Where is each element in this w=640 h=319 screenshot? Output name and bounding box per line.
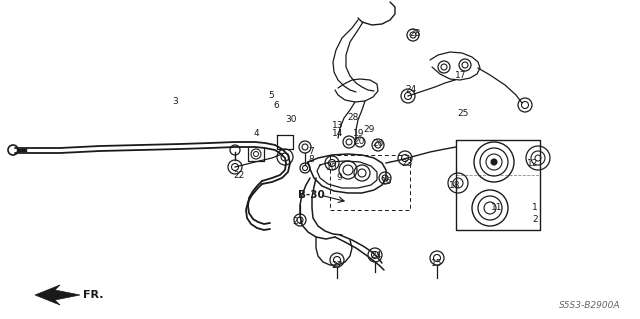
Text: FR.: FR. [83, 290, 104, 300]
Text: 22: 22 [234, 170, 244, 180]
Text: 7: 7 [308, 147, 314, 157]
Text: 15: 15 [431, 259, 443, 269]
Text: 5: 5 [268, 92, 274, 100]
Polygon shape [35, 285, 80, 305]
Text: 14: 14 [332, 130, 344, 138]
Text: 1: 1 [532, 204, 538, 212]
Text: 30: 30 [285, 115, 297, 123]
Text: 24: 24 [405, 85, 417, 94]
Text: 28: 28 [348, 113, 358, 122]
Text: 26: 26 [372, 138, 384, 147]
Text: 25: 25 [458, 108, 468, 117]
Text: 3: 3 [172, 98, 178, 107]
Text: S5S3-B2900A: S5S3-B2900A [559, 300, 620, 309]
Text: 20: 20 [353, 137, 365, 146]
Text: 23: 23 [401, 159, 413, 167]
Text: 4: 4 [253, 129, 259, 137]
Circle shape [491, 159, 497, 165]
Text: 24: 24 [371, 250, 381, 259]
Text: 8: 8 [308, 155, 314, 165]
Text: 19: 19 [353, 130, 365, 138]
Text: B-30: B-30 [298, 190, 324, 200]
Text: 17: 17 [455, 70, 467, 79]
Text: 27: 27 [332, 262, 342, 271]
Text: 16: 16 [381, 176, 393, 186]
Text: 9: 9 [336, 174, 342, 182]
Text: 12: 12 [527, 160, 539, 168]
Text: 6: 6 [273, 100, 279, 109]
Text: 11: 11 [492, 203, 503, 211]
Text: 10: 10 [326, 164, 338, 173]
Text: 2: 2 [532, 216, 538, 225]
Text: 18: 18 [449, 181, 461, 189]
Text: 21: 21 [292, 218, 304, 226]
Text: 28: 28 [410, 28, 420, 38]
Text: 13: 13 [332, 122, 344, 130]
Text: 29: 29 [364, 125, 374, 135]
